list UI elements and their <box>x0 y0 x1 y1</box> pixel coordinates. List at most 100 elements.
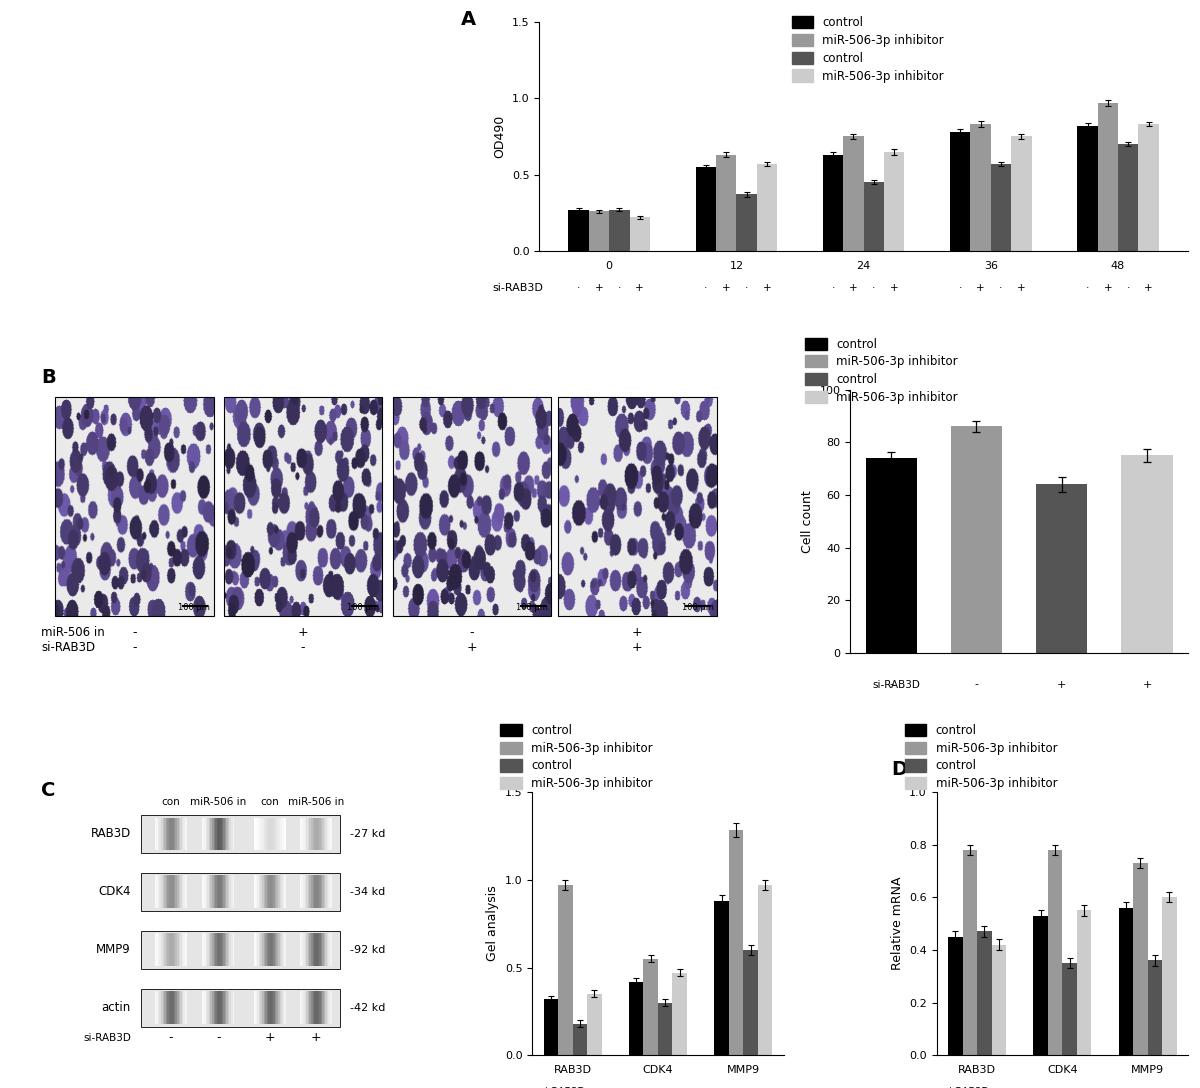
Bar <box>317 991 319 1025</box>
Bar <box>274 991 275 1025</box>
Bar <box>326 934 329 966</box>
Bar <box>281 817 283 851</box>
Bar <box>271 817 274 851</box>
Bar <box>181 876 184 908</box>
Bar <box>262 934 264 966</box>
Bar <box>270 991 271 1025</box>
Bar <box>1062 963 1076 1055</box>
Bar <box>254 934 256 966</box>
Bar <box>176 934 179 966</box>
Bar <box>1133 863 1147 1055</box>
Text: -: - <box>301 642 305 654</box>
Bar <box>208 934 209 966</box>
Bar <box>214 934 215 966</box>
Bar <box>140 931 340 969</box>
Bar <box>658 1003 672 1055</box>
Bar <box>305 934 306 966</box>
Bar <box>254 876 256 908</box>
Bar <box>271 934 274 966</box>
Bar <box>179 876 180 908</box>
Bar <box>179 991 180 1025</box>
Bar <box>1078 125 1098 251</box>
Bar <box>166 934 168 966</box>
Bar <box>164 817 166 851</box>
Bar <box>155 934 156 966</box>
Text: miR-506 in: miR-506 in <box>288 796 344 807</box>
Bar <box>329 991 330 1025</box>
Bar <box>232 876 233 908</box>
Bar <box>320 876 322 908</box>
Bar <box>181 991 184 1025</box>
Text: 100 μm: 100 μm <box>516 604 548 613</box>
Bar <box>209 817 210 851</box>
Bar <box>170 934 172 966</box>
Bar <box>304 991 305 1025</box>
Bar <box>275 817 276 851</box>
Bar <box>301 991 304 1025</box>
Bar <box>215 817 217 851</box>
Bar <box>306 934 307 966</box>
Text: si-RAB3D: si-RAB3D <box>872 680 920 690</box>
Text: 100 μm: 100 μm <box>179 604 210 613</box>
Bar <box>217 991 218 1025</box>
Text: +: + <box>1104 283 1112 293</box>
Bar <box>301 876 304 908</box>
Bar <box>274 876 275 908</box>
Bar <box>185 876 186 908</box>
Text: ·: · <box>959 283 962 293</box>
Text: D: D <box>892 761 907 779</box>
Bar <box>757 885 773 1055</box>
Bar <box>330 934 331 966</box>
Bar <box>276 991 278 1025</box>
Bar <box>269 876 270 908</box>
Bar <box>210 934 212 966</box>
Bar <box>185 817 186 851</box>
Bar <box>227 991 228 1025</box>
Bar <box>317 817 319 851</box>
Text: -92 kd: -92 kd <box>349 945 385 955</box>
Bar <box>204 876 205 908</box>
Bar <box>310 991 311 1025</box>
Text: -: - <box>168 1031 173 1044</box>
Bar <box>140 815 340 853</box>
Bar <box>166 991 168 1025</box>
Bar <box>262 876 264 908</box>
Text: si-RAB3D: si-RAB3D <box>41 642 95 654</box>
Bar <box>180 934 181 966</box>
Bar <box>1036 484 1087 653</box>
Bar <box>305 991 306 1025</box>
Bar <box>696 166 716 251</box>
Bar <box>180 991 181 1025</box>
Bar <box>170 991 172 1025</box>
Bar <box>227 876 228 908</box>
Bar <box>229 817 232 851</box>
Bar <box>274 817 275 851</box>
Bar <box>158 991 160 1025</box>
Bar <box>232 991 233 1025</box>
Bar <box>172 876 174 908</box>
Bar <box>174 934 175 966</box>
Bar <box>212 817 214 851</box>
Bar <box>280 817 281 851</box>
Bar <box>205 876 208 908</box>
Bar <box>319 934 320 966</box>
Bar <box>259 991 260 1025</box>
Bar <box>209 991 210 1025</box>
Bar <box>222 817 223 851</box>
Bar <box>209 934 210 966</box>
Bar <box>214 817 215 851</box>
Bar <box>256 991 257 1025</box>
Bar <box>223 991 224 1025</box>
Bar <box>163 934 164 966</box>
Text: C: C <box>41 781 55 801</box>
Text: -: - <box>469 626 474 639</box>
Bar <box>156 991 158 1025</box>
Bar <box>210 991 212 1025</box>
Bar <box>306 991 307 1025</box>
Bar <box>304 817 305 851</box>
Text: -: - <box>974 680 978 690</box>
Bar <box>169 876 170 908</box>
Bar <box>256 817 257 851</box>
Bar <box>259 817 260 851</box>
Bar <box>179 934 180 966</box>
